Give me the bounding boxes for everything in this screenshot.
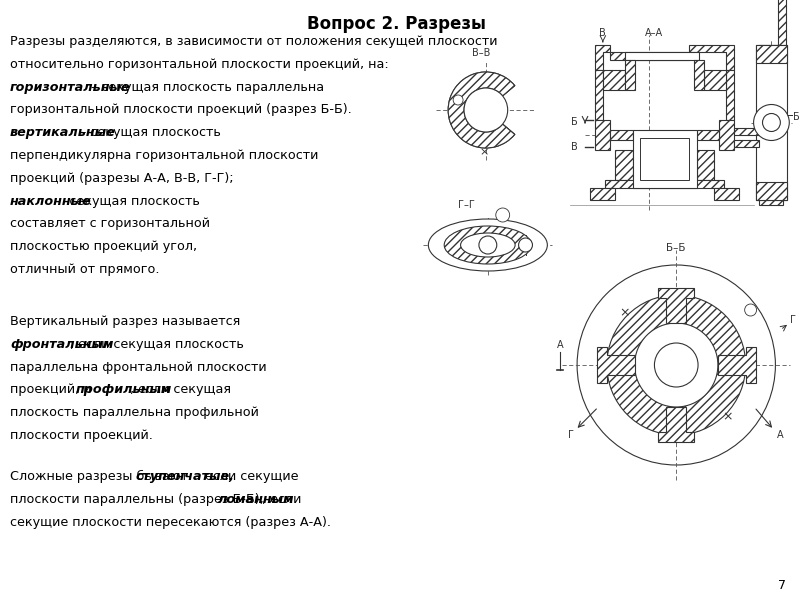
Circle shape <box>607 295 746 435</box>
Text: Г–Г: Г–Г <box>458 200 475 210</box>
Text: ступенчатые,: ступенчатые, <box>136 470 235 483</box>
Circle shape <box>518 238 533 252</box>
Text: перпендикулярна горизонтальной плоскости: перпендикулярна горизонтальной плоскости <box>10 149 318 162</box>
Circle shape <box>654 343 698 387</box>
Polygon shape <box>658 407 694 442</box>
Text: А: А <box>777 430 783 440</box>
Circle shape <box>577 265 775 465</box>
Polygon shape <box>697 150 714 180</box>
Polygon shape <box>595 70 603 120</box>
Text: ×: × <box>619 307 630 319</box>
Polygon shape <box>734 140 758 147</box>
Circle shape <box>745 304 757 316</box>
Polygon shape <box>658 288 694 323</box>
Bar <box>755 45 787 200</box>
Text: А: А <box>557 340 563 350</box>
Polygon shape <box>689 45 734 70</box>
Polygon shape <box>605 180 724 188</box>
Ellipse shape <box>428 219 547 271</box>
Text: горизонтальные: горизонтальные <box>10 80 130 94</box>
Polygon shape <box>726 70 734 120</box>
Text: ломанным: ломанным <box>218 493 294 506</box>
Text: относительно горизонтальной плоскости проекций, на:: относительно горизонтальной плоскости пр… <box>10 58 389 71</box>
Circle shape <box>762 113 780 131</box>
Circle shape <box>464 88 508 132</box>
Text: В: В <box>599 28 606 38</box>
Polygon shape <box>603 70 625 90</box>
Text: плоскости параллельны (разрез Б-Б), и: плоскости параллельны (разрез Б-Б), и <box>10 493 280 506</box>
Bar <box>778 0 786 60</box>
Text: наклонные: наклонные <box>10 194 92 208</box>
Text: А–А: А–А <box>646 28 663 38</box>
Text: плоскости проекций.: плоскости проекций. <box>10 429 153 442</box>
Text: составляет с горизонтальной: составляет с горизонтальной <box>10 217 210 230</box>
Text: , если секущая: , если секущая <box>130 383 231 397</box>
Circle shape <box>479 236 497 254</box>
Ellipse shape <box>444 226 531 264</box>
Polygon shape <box>719 120 734 150</box>
Polygon shape <box>590 188 614 200</box>
Text: – секущая плоскость параллельна: – секущая плоскость параллельна <box>86 80 324 94</box>
Bar <box>633 130 697 188</box>
Text: фронтальным: фронтальным <box>10 338 114 351</box>
Text: 7: 7 <box>778 579 786 592</box>
Text: Г: Г <box>790 315 796 325</box>
Polygon shape <box>718 347 755 383</box>
Polygon shape <box>614 150 633 180</box>
Text: ×: × <box>722 410 733 424</box>
Polygon shape <box>714 188 738 200</box>
Text: Разрезы разделяются, в зависимости от положения секущей плоскости: Разрезы разделяются, в зависимости от по… <box>10 35 498 48</box>
Text: – секущая плоскость: – секущая плоскость <box>75 126 221 139</box>
Text: , если секущая плоскость: , если секущая плоскость <box>70 338 244 351</box>
Polygon shape <box>597 347 634 383</box>
Circle shape <box>754 104 790 140</box>
Ellipse shape <box>461 233 515 257</box>
Text: В: В <box>571 142 578 152</box>
Text: Сложные разрезы бывают: Сложные разрезы бывают <box>10 470 192 483</box>
Text: проекций (разрезы А-А, В-В, Г-Г);: проекций (разрезы А-А, В-В, Г-Г); <box>10 172 234 185</box>
Circle shape <box>453 95 463 105</box>
Text: Вертикальный разрез называется: Вертикальный разрез называется <box>10 315 240 328</box>
Text: Б–Б: Б–Б <box>666 243 686 253</box>
Polygon shape <box>595 45 610 70</box>
Polygon shape <box>595 120 610 150</box>
Text: горизонтальной плоскости проекций (разрез Б-Б).: горизонтальной плоскости проекций (разре… <box>10 103 352 116</box>
Text: Б: Б <box>571 117 578 127</box>
Text: проекций, и: проекций, и <box>10 383 95 397</box>
Text: вертикальные: вертикальные <box>10 126 116 139</box>
Text: Г: Г <box>567 430 574 440</box>
Bar <box>639 138 689 180</box>
Text: если секущие: если секущие <box>202 470 299 483</box>
Polygon shape <box>697 130 719 140</box>
Text: плоскость параллельна профильной: плоскость параллельна профильной <box>10 406 258 419</box>
Text: отличный от прямого.: отличный от прямого. <box>10 263 159 276</box>
Text: секущие плоскости пересекаются (разрез А-А).: секущие плоскости пересекаются (разрез А… <box>10 515 331 529</box>
Polygon shape <box>734 128 758 135</box>
Text: плоскостью проекций угол,: плоскостью проекций угол, <box>10 240 197 253</box>
Circle shape <box>496 208 510 222</box>
Polygon shape <box>625 60 634 90</box>
Text: ×: × <box>479 147 489 157</box>
Bar <box>625 52 699 60</box>
Bar <box>755 45 787 63</box>
Text: , если: , если <box>262 493 301 506</box>
Bar <box>758 45 783 60</box>
Text: В–В: В–В <box>472 48 490 58</box>
Text: Б: Б <box>794 113 800 122</box>
Text: –секущая плоскость: –секущая плоскость <box>59 194 200 208</box>
Text: параллельна фронтальной плоскости: параллельна фронтальной плоскости <box>10 361 266 374</box>
Circle shape <box>634 323 718 407</box>
Wedge shape <box>448 72 514 148</box>
Text: Вопрос 2. Разрезы: Вопрос 2. Разрезы <box>307 15 486 33</box>
Bar <box>758 190 783 205</box>
Bar <box>755 182 787 200</box>
Polygon shape <box>610 52 689 60</box>
Wedge shape <box>448 72 514 148</box>
Polygon shape <box>704 70 726 90</box>
Text: профильным: профильным <box>75 383 172 397</box>
Polygon shape <box>694 60 704 90</box>
Polygon shape <box>610 130 633 140</box>
